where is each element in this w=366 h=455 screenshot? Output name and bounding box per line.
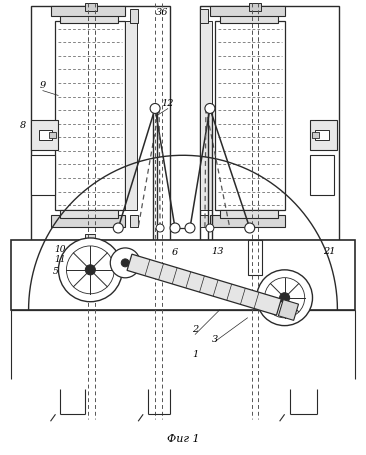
- Bar: [248, 240, 262, 275]
- Text: 11: 11: [55, 255, 66, 264]
- Bar: [60, 210, 118, 218]
- Bar: [60, 9, 118, 23]
- Bar: [31, 121, 59, 150]
- Bar: [200, 215, 208, 227]
- Circle shape: [245, 223, 255, 233]
- Circle shape: [257, 270, 313, 326]
- Circle shape: [280, 293, 290, 303]
- Text: 6: 6: [172, 248, 178, 258]
- Text: 1: 1: [192, 350, 198, 359]
- Circle shape: [59, 238, 122, 302]
- Text: 5: 5: [53, 268, 58, 276]
- Bar: [130, 215, 138, 227]
- Text: 8: 8: [19, 121, 26, 130]
- Bar: [83, 240, 97, 268]
- Text: 13: 13: [212, 248, 224, 257]
- Bar: [49, 132, 56, 138]
- Bar: [200, 6, 339, 240]
- Bar: [215, 21, 285, 210]
- Circle shape: [150, 103, 160, 113]
- Circle shape: [113, 223, 123, 233]
- Circle shape: [185, 223, 195, 233]
- Text: 36: 36: [156, 8, 168, 17]
- Bar: [31, 155, 56, 195]
- Bar: [51, 6, 125, 16]
- Bar: [220, 210, 278, 218]
- Bar: [130, 9, 138, 23]
- Bar: [315, 131, 329, 140]
- Bar: [11, 240, 355, 310]
- Bar: [85, 3, 97, 11]
- Text: 2: 2: [192, 325, 198, 334]
- Circle shape: [205, 103, 215, 113]
- Circle shape: [67, 246, 114, 294]
- Bar: [210, 215, 285, 227]
- Text: 3: 3: [212, 335, 218, 344]
- Bar: [51, 215, 125, 227]
- Circle shape: [265, 278, 305, 318]
- Circle shape: [206, 224, 214, 232]
- Circle shape: [121, 259, 129, 267]
- Bar: [210, 6, 285, 16]
- Text: 12: 12: [162, 99, 174, 108]
- Bar: [311, 132, 320, 138]
- Bar: [220, 9, 278, 23]
- Bar: [200, 9, 208, 23]
- Bar: [31, 6, 170, 240]
- Bar: [200, 21, 212, 210]
- Bar: [310, 155, 335, 195]
- Bar: [85, 234, 95, 242]
- Circle shape: [110, 248, 140, 278]
- Circle shape: [170, 223, 180, 233]
- Circle shape: [85, 265, 95, 275]
- Text: Фиг 1: Фиг 1: [167, 434, 199, 444]
- Bar: [38, 131, 52, 140]
- Text: 10: 10: [55, 245, 66, 254]
- Text: 21: 21: [323, 248, 336, 257]
- Text: 9: 9: [40, 81, 46, 90]
- Polygon shape: [279, 299, 299, 320]
- Bar: [249, 3, 261, 11]
- Bar: [125, 21, 137, 210]
- Bar: [56, 21, 125, 210]
- Polygon shape: [127, 254, 281, 315]
- Bar: [310, 121, 337, 150]
- Circle shape: [156, 224, 164, 232]
